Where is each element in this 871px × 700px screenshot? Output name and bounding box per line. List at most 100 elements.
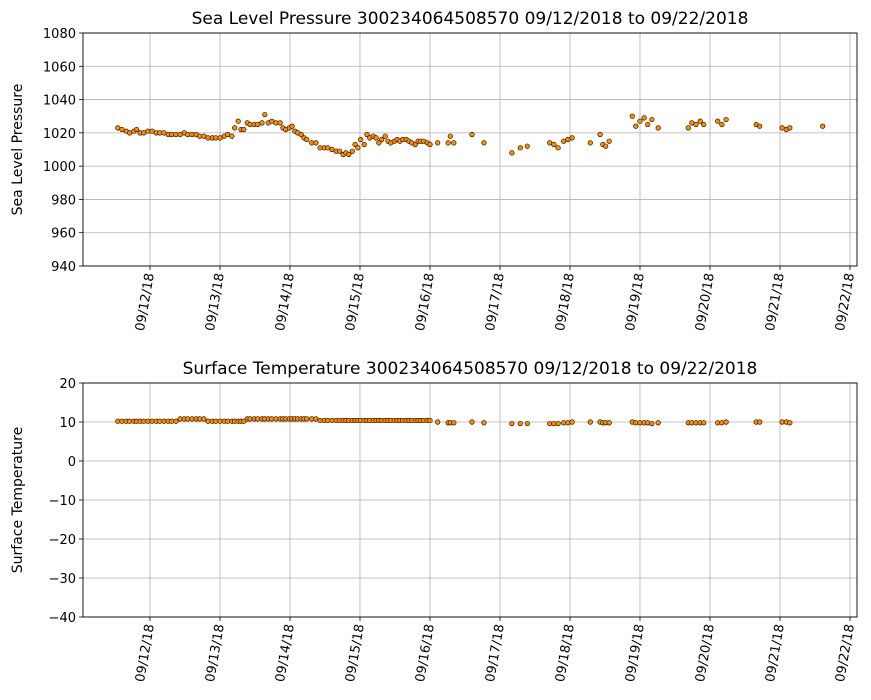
data-point: [697, 118, 703, 124]
data-point: [633, 123, 639, 129]
x-tick-label: 09/19/18: [623, 623, 648, 683]
x-tick-label: 09/15/18: [343, 623, 368, 683]
x-tick-label: 09/14/18: [273, 272, 298, 332]
data-point: [235, 118, 241, 124]
y-tick-label: 940: [51, 260, 76, 275]
data-point: [201, 416, 207, 422]
x-tick-label: 09/15/18: [343, 272, 368, 332]
data-point: [715, 118, 721, 124]
x-tick-label: 09/14/18: [273, 623, 298, 683]
plot-frame: [82, 382, 858, 618]
data-point: [412, 141, 418, 148]
data-point: [719, 420, 725, 426]
data-point: [229, 133, 235, 139]
data-point: [645, 420, 651, 426]
data-point: [606, 138, 612, 144]
subplot: Sea Level Pressure 300234064508570 09/12…: [10, 9, 858, 332]
y-axis-label: Surface Temperature: [10, 427, 26, 573]
data-point: [649, 116, 655, 123]
y-tick-label: 1060: [43, 60, 76, 75]
data-point: [289, 123, 295, 129]
data-point: [565, 420, 571, 426]
data-point: [361, 141, 367, 148]
data-point: [587, 419, 593, 425]
data-point: [701, 420, 707, 426]
data-point: [655, 125, 661, 131]
data-point: [259, 120, 265, 126]
y-tick-label: 1040: [43, 94, 76, 109]
data-point: [241, 418, 247, 424]
subplot: Surface Temperature 300234064508570 09/1…: [10, 359, 858, 683]
data-point: [304, 416, 310, 422]
data-point: [435, 140, 441, 146]
data-point: [757, 123, 763, 129]
x-tick-label: 09/16/18: [413, 623, 438, 683]
data-point: [517, 420, 523, 427]
data-point: [447, 133, 453, 139]
data-point: [597, 131, 603, 138]
data-point: [313, 140, 319, 146]
data-point: [241, 126, 247, 133]
data-point: [337, 148, 343, 154]
data-point: [641, 115, 647, 121]
x-tick-label: 09/12/18: [133, 623, 158, 683]
y-tick-label: 980: [51, 193, 76, 208]
data-point: [517, 145, 523, 151]
x-tick-label: 09/22/18: [833, 623, 858, 683]
y-tick-label: 1020: [43, 127, 76, 142]
data-point: [524, 143, 530, 149]
y-axis-label: Sea Level Pressure: [10, 84, 26, 216]
data-point: [629, 113, 635, 119]
data-point: [373, 135, 379, 141]
data-point: [481, 140, 487, 146]
data-point: [358, 136, 364, 143]
x-tick-label: 09/18/18: [553, 623, 578, 683]
x-tick-label: 09/21/18: [763, 272, 788, 332]
data-point: [637, 118, 643, 124]
data-point: [355, 145, 361, 151]
data-point: [649, 420, 655, 427]
x-tick-label: 09/16/18: [413, 272, 438, 332]
data-point: [262, 111, 268, 118]
chart-title: Surface Temperature 300234064508570 09/1…: [183, 359, 758, 379]
data-point: [232, 125, 238, 131]
y-tick-label: 1080: [43, 27, 76, 42]
data-point: [524, 420, 530, 427]
y-tick-label: −30: [49, 572, 76, 587]
chart-title: Sea Level Pressure 300234064508570 09/12…: [192, 9, 749, 29]
data-point: [427, 141, 433, 148]
data-point: [451, 420, 457, 426]
plot-frame: [82, 32, 858, 267]
x-tick-label: 09/17/18: [483, 272, 508, 332]
data-point: [435, 419, 441, 425]
data-point: [469, 419, 475, 425]
x-tick-label: 09/17/18: [483, 623, 508, 683]
data-point: [685, 125, 691, 131]
data-point: [304, 136, 310, 143]
data-point: [376, 140, 382, 146]
y-tick-label: −40: [49, 611, 76, 626]
x-tick-label: 09/20/18: [693, 272, 718, 332]
data-point: [173, 418, 179, 424]
data-point: [787, 420, 793, 426]
data-point: [723, 419, 729, 425]
data-point: [757, 419, 763, 425]
x-tick-label: 09/19/18: [623, 272, 648, 332]
data-point: [346, 151, 352, 158]
data-point: [555, 420, 561, 427]
y-tick-label: −10: [49, 494, 76, 509]
data-point: [551, 141, 557, 148]
x-tick-label: 09/18/18: [553, 272, 578, 332]
data-point: [277, 120, 283, 126]
data-point: [606, 420, 612, 426]
data-point: [723, 116, 729, 123]
data-point: [569, 135, 575, 141]
y-tick-label: 0: [68, 455, 76, 470]
data-point: [820, 123, 826, 129]
data-point: [352, 141, 358, 148]
data-point: [655, 420, 661, 426]
data-point: [481, 420, 487, 426]
data-point: [693, 121, 699, 128]
y-tick-label: 960: [51, 227, 76, 242]
data-point: [364, 131, 370, 138]
